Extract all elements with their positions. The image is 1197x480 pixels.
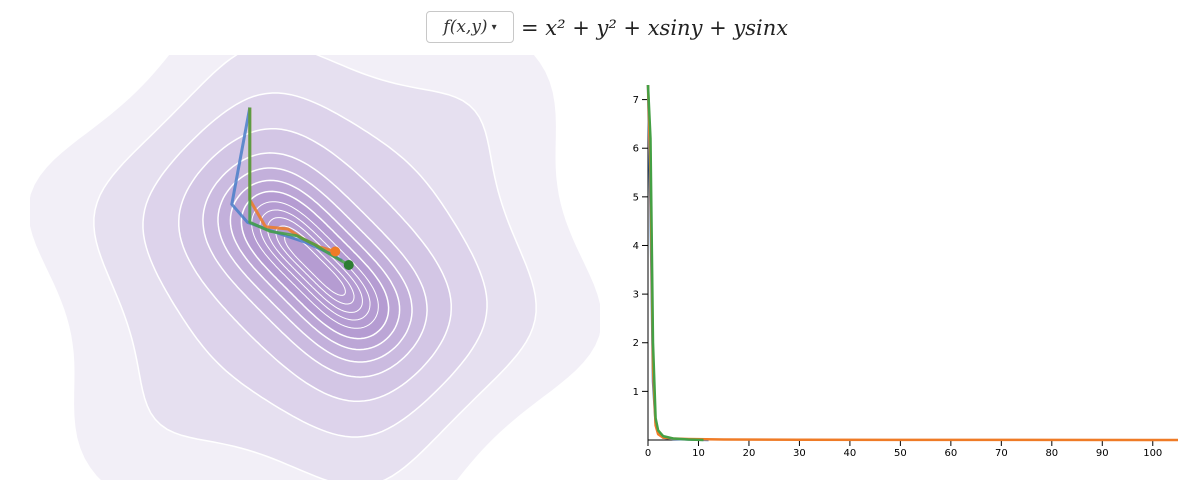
- function-equation: = x² + y² + xsiny + ysinx: [521, 13, 788, 43]
- y-tick: 7: [633, 95, 648, 106]
- x-tick-label: 60: [944, 448, 957, 459]
- y-tick-label: 1: [633, 387, 639, 398]
- series-line-0: [648, 85, 709, 440]
- x-tick-label: 30: [793, 448, 806, 459]
- header: f(x,y) ▾ = x² + y² + xsiny + ysinx: [0, 11, 1197, 47]
- x-tick-label: 50: [894, 448, 907, 459]
- loss-chart: 0 10 20 30 40 50 60 70 80 90 100 1 2 3 4 5 6 7: [600, 75, 1185, 465]
- x-tick: 70: [995, 440, 1008, 459]
- series-line-1: [648, 85, 1178, 440]
- y-tick: 5: [633, 192, 648, 203]
- y-tick: 2: [633, 338, 648, 349]
- contour-levels: [30, 55, 600, 480]
- orange-endpoint: [330, 247, 340, 257]
- x-tick: 20: [743, 440, 756, 459]
- y-tick-label: 5: [633, 192, 639, 203]
- y-tick: 1: [633, 387, 648, 398]
- series-line-2: [648, 85, 704, 440]
- x-tick: 60: [944, 440, 957, 459]
- x-tick: 50: [894, 440, 907, 459]
- x-tick: 90: [1096, 440, 1109, 459]
- x-tick-label: 10: [692, 448, 705, 459]
- y-tick: 4: [633, 241, 648, 252]
- y-tick: 6: [633, 144, 648, 155]
- x-tick-label: 90: [1096, 448, 1109, 459]
- x-tick: 10: [692, 440, 705, 459]
- chevron-down-icon: ▾: [492, 22, 497, 33]
- x-tick-label: 80: [1045, 448, 1058, 459]
- x-tick: 30: [793, 440, 806, 459]
- x-tick-label: 100: [1143, 448, 1162, 459]
- y-tick-label: 6: [633, 144, 639, 155]
- x-tick-label: 40: [844, 448, 857, 459]
- y-tick-label: 2: [633, 338, 639, 349]
- x-tick: 0: [645, 440, 651, 459]
- y-tick-label: 7: [633, 95, 639, 106]
- x-tick-label: 70: [995, 448, 1008, 459]
- x-tick: 100: [1143, 440, 1162, 459]
- function-dropdown-label: f(x,y): [443, 17, 487, 37]
- green-endpoint: [344, 260, 354, 270]
- x-tick-label: 20: [743, 448, 756, 459]
- y-tick-label: 3: [633, 290, 639, 301]
- y-tick-label: 4: [633, 241, 639, 252]
- y-tick: 3: [633, 290, 648, 301]
- contour-plot[interactable]: [30, 55, 600, 480]
- x-tick-label: 0: [645, 448, 651, 459]
- x-tick: 40: [844, 440, 857, 459]
- x-tick: 80: [1045, 440, 1058, 459]
- function-dropdown[interactable]: f(x,y) ▾: [426, 11, 514, 43]
